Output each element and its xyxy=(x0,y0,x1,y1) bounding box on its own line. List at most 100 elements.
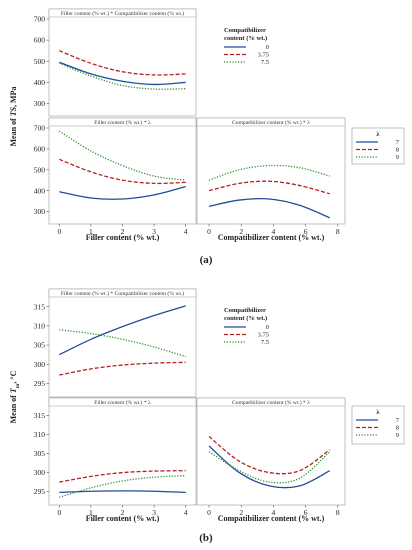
series-line-9 xyxy=(208,451,331,484)
y-tick-label: 315 xyxy=(34,302,46,311)
y-axis-label: Mean of Tm, °C xyxy=(9,370,21,423)
panel-frame xyxy=(196,117,346,225)
legend-lambda-frame xyxy=(351,405,405,445)
legend-item-label: 7 xyxy=(396,139,400,146)
chart-a-tensile-strength: Filler content (% wt.) * Compatibilizer … xyxy=(9,8,405,242)
series-line-3_75 xyxy=(59,361,186,376)
series-line-9 xyxy=(58,130,186,181)
y-axis-label-main: Mean of xyxy=(9,116,18,146)
x-tick-label: 2 xyxy=(121,508,125,517)
panel-frame xyxy=(48,288,197,398)
legend-item-label: 8 xyxy=(396,147,399,154)
legend-title-line1: Compatibilizer xyxy=(224,27,266,34)
y-tick-label: 310 xyxy=(34,430,46,439)
y-tick-label: 305 xyxy=(34,341,46,350)
legend-item-label: 0 xyxy=(266,324,269,331)
panel-frame xyxy=(48,8,197,117)
legend-item-label: 7 xyxy=(396,417,400,424)
y-tick-label: 300 xyxy=(34,360,46,369)
legend-item-label: 3.75 xyxy=(258,332,269,339)
series-line-7 xyxy=(208,445,331,489)
panel-title: Compatibilizer content (% wt.) * λ xyxy=(232,119,310,126)
panel-frame xyxy=(196,397,346,506)
x-axis-label-filler: Filler content (% wt.) xyxy=(86,514,160,523)
y-tick-label: 700 xyxy=(34,124,46,133)
panel-2: Filler content (% wt.) * λ 0 1 2 3 4 295 300 305… xyxy=(34,397,197,517)
x-tick-label: 2 xyxy=(239,227,243,236)
y-tick-label: 500 xyxy=(34,165,46,174)
series-line-0 xyxy=(59,61,186,86)
panel-title-strip xyxy=(196,397,346,407)
series-line-7 xyxy=(59,185,186,200)
y-tick-label: 315 xyxy=(34,411,46,420)
x-tick-label: 6 xyxy=(304,227,308,236)
legend-item-label: 3.75 xyxy=(258,52,269,59)
panel-title: Filler content (% wt.) * Compatibilizer … xyxy=(61,290,184,297)
x-tick-label: 8 xyxy=(336,508,340,517)
legend-lambda-title: λ xyxy=(376,131,380,138)
x-tick-label: 4 xyxy=(184,508,188,517)
legend-lambda: λ 789 xyxy=(351,405,405,445)
y-tick-label: 700 xyxy=(34,15,46,24)
panel-frame xyxy=(48,117,197,225)
panel-2: Filler content (% wt.) * λ 0 1 2 3 4 300 400 500… xyxy=(34,117,197,236)
panel-3: Compatibilizer content (% wt.) * λ 0 2 4 6 8 xyxy=(196,397,346,517)
y-tick-label: 300 xyxy=(34,207,46,216)
y-tick-label: 295 xyxy=(34,379,46,388)
panel-title: Filler content (% wt.) * Compatibilizer … xyxy=(61,10,184,17)
panel-frame xyxy=(48,397,197,506)
y-tick-label: 400 xyxy=(34,78,46,87)
x-tick-label: 1 xyxy=(89,227,93,236)
legend-item-label: 8 xyxy=(396,425,399,432)
y-axis-label-symbol: T xyxy=(9,387,18,393)
y-tick-label: 295 xyxy=(34,487,46,496)
series-line-7_5 xyxy=(59,329,186,358)
y-tick-label: 600 xyxy=(34,144,46,153)
legend-item-label: 7.5 xyxy=(261,59,269,66)
panel-title-strip xyxy=(48,8,197,18)
legend-item-label: 7.5 xyxy=(261,339,269,346)
y-tick-label: 400 xyxy=(34,186,46,195)
panel-title-strip xyxy=(48,117,197,127)
series-line-9 xyxy=(59,474,186,498)
legend-title-line2: content (% wt.) xyxy=(224,315,267,322)
legend-title-line2: content (% wt.) xyxy=(224,35,267,42)
x-tick-label: 0 xyxy=(57,508,61,517)
x-tick-label: 3 xyxy=(152,508,156,517)
series-line-0 xyxy=(59,305,186,356)
x-axis-label-compatibilizer: Compatibilizer content (% wt.) xyxy=(218,233,325,242)
legend-item-label: 9 xyxy=(396,154,399,161)
legend-lambda-frame xyxy=(351,127,405,165)
legend-title-line1: Compatibilizer xyxy=(224,307,266,314)
x-tick-label: 4 xyxy=(184,227,188,236)
x-tick-label: 4 xyxy=(272,227,276,236)
panel-3: Compatibilizer content (% wt.) * λ 0 2 4 6 8 xyxy=(196,117,346,236)
panel-title-strip xyxy=(196,117,346,127)
x-tick-label: 0 xyxy=(207,227,211,236)
series-line-9 xyxy=(208,164,330,181)
y-tick-label: 600 xyxy=(34,36,46,45)
x-axis-label-filler: Filler content (% wt.) xyxy=(86,233,160,242)
series-line-8 xyxy=(208,180,330,195)
y-tick-label: 500 xyxy=(34,57,46,66)
y-axis-label-unit: , MPa xyxy=(9,87,18,107)
legend-lambda-title: λ xyxy=(376,409,380,416)
y-tick-label: 300 xyxy=(34,99,46,108)
chart-b-melting-temperature: Filler content (% wt.) * Compatibilizer … xyxy=(9,288,405,523)
x-tick-label: 2 xyxy=(239,508,243,517)
panel-title: Filler content (% wt.) * λ xyxy=(94,399,151,406)
x-tick-label: 2 xyxy=(121,227,125,236)
x-tick-label: 0 xyxy=(57,227,61,236)
panel-title-strip xyxy=(48,288,197,298)
x-tick-label: 6 xyxy=(304,508,308,517)
series-line-3_75 xyxy=(59,50,186,76)
y-axis-label: Mean of TS, MPa xyxy=(9,87,18,147)
figure-label-b: (b) xyxy=(199,532,213,544)
legend-lambda: λ 789 xyxy=(351,127,405,165)
figure-label-a: (a) xyxy=(200,254,213,266)
y-axis-label-symbol: TS xyxy=(9,106,18,116)
legend-item-label: 0 xyxy=(266,44,269,51)
series-line-8 xyxy=(59,470,186,483)
